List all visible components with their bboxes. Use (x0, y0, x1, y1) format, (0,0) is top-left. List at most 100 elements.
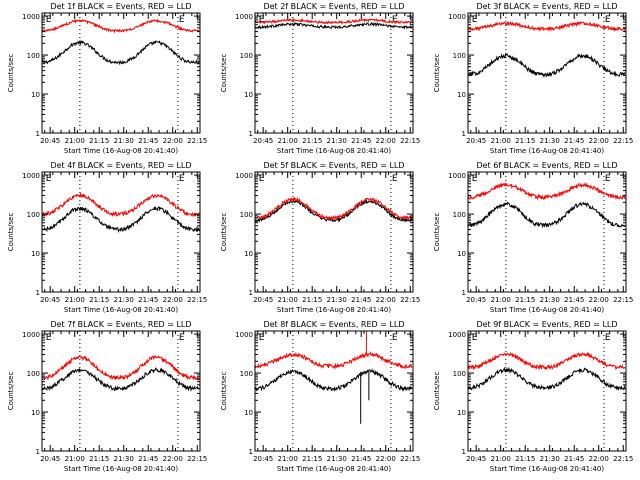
x-tick-label: 20:45 (253, 296, 273, 304)
events-series-line (255, 21, 413, 30)
y-tick-label: 1000 (235, 13, 253, 21)
x-tick-label: 21:45 (138, 455, 158, 463)
y-tick-label: 1 (249, 289, 253, 297)
x-tick-label: 22:00 (163, 296, 183, 304)
y-tick-label: 1000 (235, 331, 253, 339)
y-tick-label: 1000 (235, 172, 253, 180)
x-tick-label: 21:00 (65, 455, 85, 463)
panel-title: Det 4f BLACK = Events, RED = LLD (50, 161, 191, 170)
plot-frame (467, 12, 627, 134)
events-series-line (254, 198, 413, 223)
y-tick-label: 100 (240, 52, 253, 60)
y-tick-label: 100 (27, 52, 40, 60)
panel-title: Det 6f BLACK = Events, RED = LLD (476, 161, 617, 170)
flag-label: E (259, 15, 265, 25)
x-tick-label: 21:15 (89, 455, 109, 463)
y-tick-label: 1 (249, 130, 253, 138)
x-tick-label: 22:15 (400, 455, 420, 463)
flag-label: E (46, 333, 52, 343)
x-tick-label: 22:15 (187, 455, 207, 463)
y-tick-label: 1000 (448, 172, 466, 180)
panel-det-8: Det 8f BLACK = Events, RED = LLD Counts/s… (220, 320, 420, 473)
lld-series-line (42, 355, 200, 381)
flag-label: E (392, 174, 398, 184)
x-tick-label: 21:45 (564, 137, 584, 145)
flag-label: E (472, 333, 478, 343)
lld-series-line (41, 18, 200, 34)
x-tick-label: 21:00 (491, 296, 511, 304)
x-tick-label: 21:45 (351, 455, 371, 463)
x-tick-label: 21:00 (278, 296, 298, 304)
y-tick-label: 1 (462, 448, 466, 456)
y-tick-label: 10 (457, 250, 466, 258)
x-tick-label: 21:30 (540, 455, 560, 463)
panel-title: Det 2f BLACK = Events, RED = LLD (263, 2, 404, 11)
plot-frame (41, 12, 201, 134)
lld-series-line (41, 192, 200, 218)
x-tick-label: 22:00 (163, 137, 183, 145)
x-axis-label: Start Time (16-Aug-08 20:41:40) (64, 147, 178, 155)
x-axis-label: Start Time (16-Aug-08 20:41:40) (490, 306, 604, 314)
x-tick-label: 21:00 (278, 455, 298, 463)
x-tick-label: 22:15 (187, 296, 207, 304)
panel-title: Det 1f BLACK = Events, RED = LLD (50, 2, 191, 11)
y-tick-label: 1000 (448, 13, 466, 21)
y-tick-label: 1 (249, 448, 253, 456)
x-axis-label: Start Time (16-Aug-08 20:41:40) (490, 147, 604, 155)
x-tick-label: 22:15 (187, 137, 207, 145)
panel-det-9: Det 9f BLACK = Events, RED = LLD Counts/s… (433, 320, 633, 473)
panel-det-4: Det 4f BLACK = Events, RED = LLD Counts/s… (7, 161, 207, 314)
y-tick-label: 1 (462, 130, 466, 138)
x-tick-label: 21:45 (564, 455, 584, 463)
x-tick-label: 22:15 (613, 296, 633, 304)
lld-series-line (467, 20, 626, 32)
y-tick-label: 10 (31, 250, 40, 258)
x-tick-label: 21:00 (278, 137, 298, 145)
y-tick-label: 100 (453, 370, 466, 378)
x-tick-label: 22:00 (163, 455, 183, 463)
x-tick-label: 20:45 (253, 137, 273, 145)
x-tick-label: 20:45 (40, 137, 60, 145)
flag-label: E (605, 333, 611, 343)
y-tick-label: 10 (244, 250, 253, 258)
y-tick-label: 100 (27, 370, 40, 378)
x-tick-label: 21:15 (515, 137, 535, 145)
y-tick-label: 10 (31, 409, 40, 417)
x-axis-label: Start Time (16-Aug-08 20:41:40) (277, 465, 391, 473)
x-tick-label: 22:15 (400, 296, 420, 304)
plot-frame (254, 171, 414, 293)
y-axis-label: Counts/sec (433, 372, 441, 411)
plot-frame (254, 12, 414, 134)
y-tick-label: 10 (457, 91, 466, 99)
x-tick-label: 21:15 (89, 137, 109, 145)
x-tick-label: 21:00 (65, 296, 85, 304)
panel-title: Det 3f BLACK = Events, RED = LLD (476, 2, 617, 11)
x-tick-label: 22:15 (400, 137, 420, 145)
flag-label: E (392, 333, 398, 343)
x-tick-label: 22:00 (589, 455, 609, 463)
x-axis-label: Start Time (16-Aug-08 20:41:40) (277, 147, 391, 155)
events-series-line (41, 367, 200, 393)
flag-label: E (392, 15, 398, 25)
x-tick-label: 21:30 (114, 296, 134, 304)
y-tick-label: 100 (27, 211, 40, 219)
y-tick-label: 1000 (448, 331, 466, 339)
events-series-line (467, 366, 626, 392)
x-tick-label: 21:30 (327, 296, 347, 304)
y-tick-label: 1 (462, 289, 466, 297)
panel-title: Det 8f BLACK = Events, RED = LLD (263, 320, 404, 329)
x-tick-label: 20:45 (466, 137, 486, 145)
lld-series-line (255, 196, 413, 221)
panel-det-2: Det 2f BLACK = Events, RED = LLD Counts/s… (220, 2, 420, 155)
panel-title: Det 9f BLACK = Events, RED = LLD (476, 320, 617, 329)
x-tick-label: 22:15 (613, 455, 633, 463)
flag-label: E (259, 333, 265, 343)
x-tick-label: 20:45 (466, 296, 486, 304)
x-tick-label: 21:15 (515, 296, 535, 304)
x-tick-label: 21:45 (138, 296, 158, 304)
y-axis-label: Counts/sec (433, 54, 441, 93)
flag-label: E (605, 174, 611, 184)
flag-label: E (179, 15, 185, 25)
events-series-line (41, 39, 200, 66)
